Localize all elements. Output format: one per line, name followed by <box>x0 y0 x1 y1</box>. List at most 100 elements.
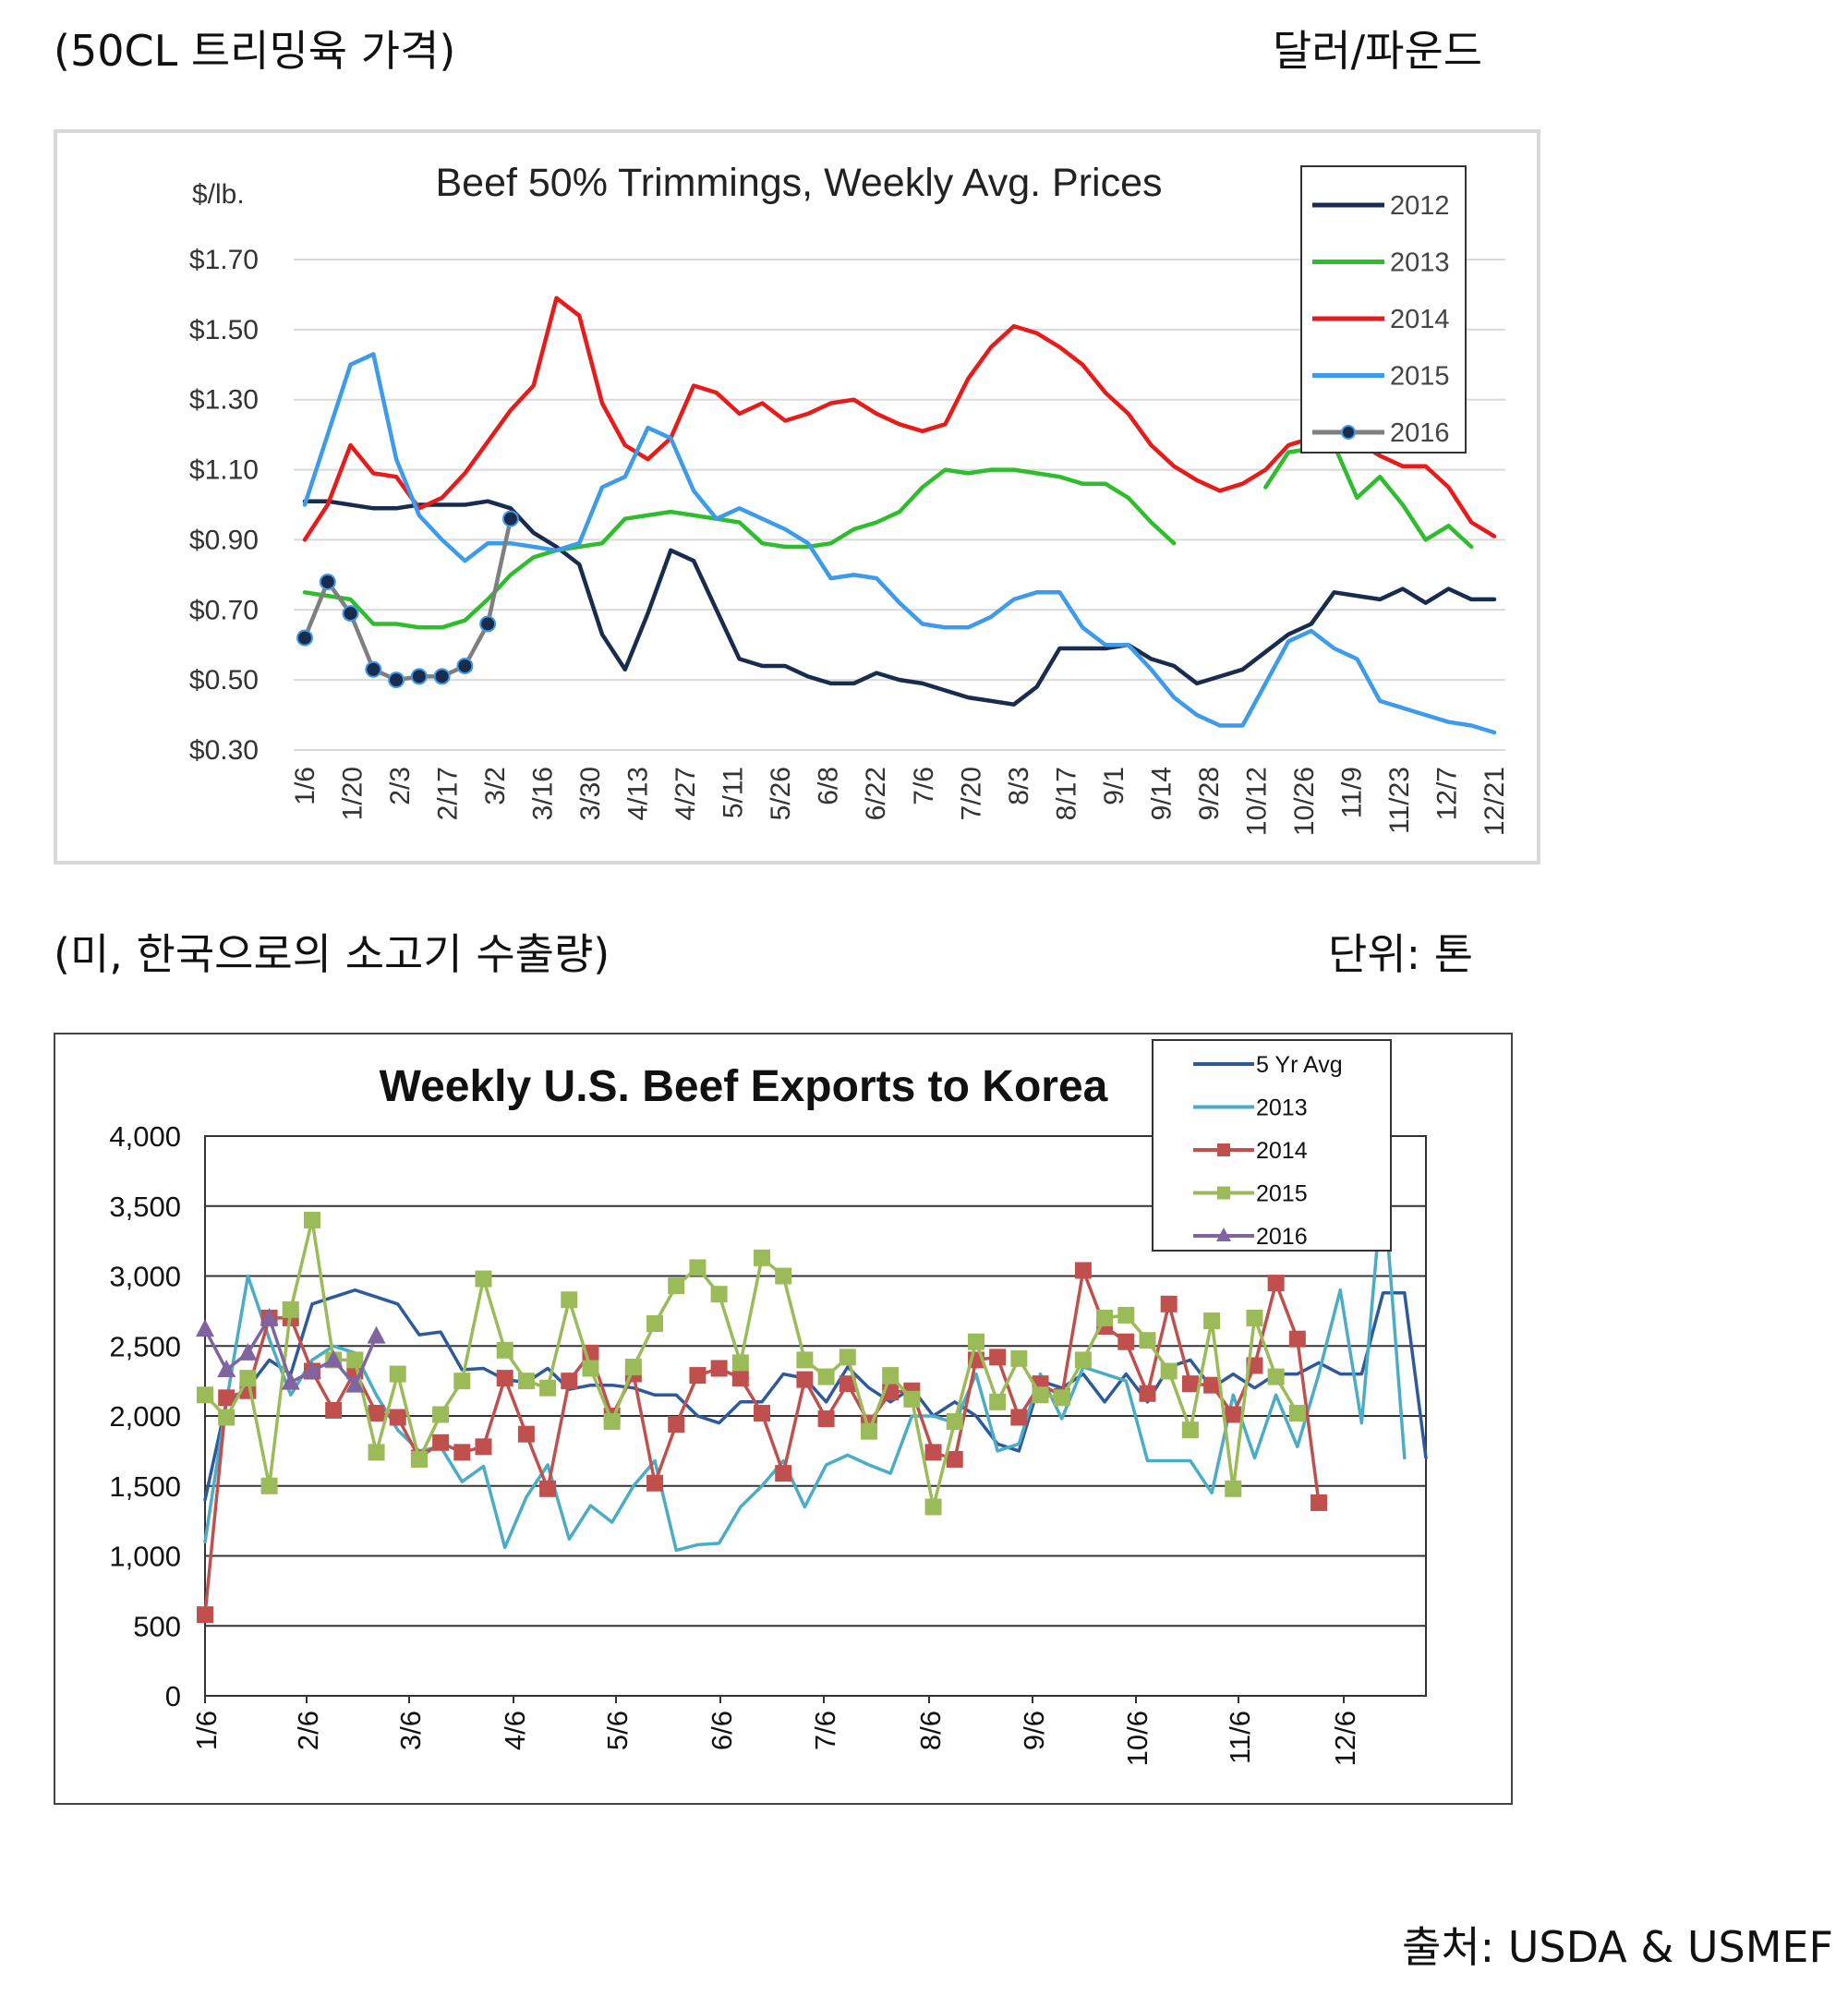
x-tick-label: 8/17 <box>1051 767 1081 820</box>
data-point-2015 <box>389 1365 406 1383</box>
data-point-2016 <box>479 615 497 633</box>
data-point-2015 <box>1181 1421 1199 1439</box>
series-2015 <box>302 352 1497 735</box>
data-point-2015 <box>1010 1349 1028 1367</box>
series-line-2016 <box>302 516 513 683</box>
data-point-2016 <box>501 510 519 527</box>
y-tick-label: 2,000 <box>109 1400 181 1433</box>
data-point-2015 <box>218 1409 236 1426</box>
data-point-2016 <box>433 668 451 685</box>
x-tick-label: 11/9 <box>1336 767 1367 818</box>
x-tick-label: 3/30 <box>575 767 606 820</box>
data-point-2016 <box>388 671 405 689</box>
data-point-2014 <box>218 1389 236 1407</box>
price-line-chart: $0.30 $0.50 $0.70 $0.90 $1.10 $1.30 $1.50 $1.70… <box>189 161 1510 836</box>
data-point-2015 <box>475 1270 492 1288</box>
legend-label-2016: 2016 <box>1390 418 1450 448</box>
data-point-2016 <box>342 605 359 623</box>
series-2014 <box>197 1262 1328 1624</box>
data-point-2015 <box>646 1315 664 1333</box>
data-point-2014 <box>475 1438 492 1456</box>
data-point-2016 <box>196 1319 214 1337</box>
data-point-2015 <box>517 1373 535 1390</box>
x-tick-label: 10/12 <box>1241 767 1272 836</box>
data-point-2014 <box>646 1474 664 1492</box>
data-point-2016 <box>238 1342 258 1361</box>
legend-marker <box>1341 425 1356 440</box>
data-point-2015 <box>453 1373 471 1390</box>
data-point-2014 <box>1311 1494 1328 1511</box>
data-point-2014 <box>710 1360 728 1377</box>
data-point-2014 <box>368 1404 385 1421</box>
series-2013 <box>203 1176 1407 1553</box>
data-point-2015 <box>860 1422 877 1440</box>
data-point-2014 <box>539 1480 557 1497</box>
y-tick-label: 3,000 <box>109 1261 181 1293</box>
data-point-2014 <box>1181 1375 1199 1393</box>
data-point-2015 <box>989 1393 1007 1410</box>
data-point-2015 <box>1225 1480 1242 1497</box>
legend-label-2014: 2014 <box>1390 305 1450 334</box>
export-line-chart: 0 500 1,000 1,500 2,000 2,500 3,000 3,500 4,000 1… <box>109 1039 1428 1766</box>
data-point-2015 <box>817 1368 835 1385</box>
x-tick-label: 9/28 <box>1194 767 1225 820</box>
x-tick-label: 10/26 <box>1289 767 1320 836</box>
data-point-2015 <box>260 1477 278 1494</box>
legend-label-2012: 2012 <box>1390 191 1450 221</box>
data-point-2015 <box>903 1390 921 1408</box>
data-point-2016 <box>367 1325 386 1344</box>
data-point-2015 <box>1160 1362 1178 1380</box>
data-point-2014 <box>668 1416 685 1433</box>
x-tick-label: 12/21 <box>1480 767 1510 836</box>
x-tick-label: 5/26 <box>766 767 796 820</box>
caption-source: 출처: USDA & USMEF <box>1402 1922 1833 1972</box>
data-point-2014 <box>1288 1330 1306 1348</box>
legend-box <box>1300 165 1467 454</box>
data-point-2014 <box>561 1373 578 1390</box>
data-point-2014 <box>1160 1295 1178 1313</box>
data-point-2014 <box>775 1465 792 1482</box>
data-point-2014 <box>1203 1376 1221 1394</box>
x-tick-label: 8/6 <box>914 1711 947 1750</box>
data-point-2014 <box>839 1375 856 1393</box>
series-line-2013 <box>1263 442 1474 550</box>
data-point-2015 <box>346 1351 364 1369</box>
y-tick-label: $0.90 <box>189 525 259 555</box>
data-point-2014 <box>1074 1262 1092 1279</box>
data-point-2015 <box>1096 1309 1114 1326</box>
data-point-2014 <box>946 1450 963 1468</box>
x-tick-label: 5/6 <box>601 1711 634 1750</box>
series-2016 <box>196 1307 386 1393</box>
legend-marker <box>1217 1143 1230 1156</box>
data-point-2014 <box>817 1410 835 1428</box>
data-point-2015 <box>754 1249 771 1266</box>
data-point-2015 <box>924 1498 942 1516</box>
data-point-2015 <box>561 1291 578 1309</box>
data-point-2016 <box>345 1374 365 1393</box>
x-tick-label: 2/3 <box>385 767 416 805</box>
x-tick-label: 4/27 <box>670 767 701 820</box>
caption-price-chart-title: (50CL 트리밍육 가격) <box>54 26 456 76</box>
y-tick-label: $1.70 <box>189 245 259 275</box>
data-point-2014 <box>325 1401 343 1419</box>
x-tick-label: 6/6 <box>706 1711 738 1750</box>
data-point-2015 <box>239 1370 257 1387</box>
y-tick-label: 1,000 <box>109 1541 181 1573</box>
series-line-2014 <box>302 296 1497 542</box>
data-point-2015 <box>668 1277 685 1295</box>
x-tick-label: 2/17 <box>433 767 464 820</box>
data-point-2015 <box>368 1444 385 1461</box>
y-axis-label: $/lb. <box>192 179 245 210</box>
data-point-2015 <box>775 1267 792 1285</box>
x-tick-label: 7/20 <box>956 767 986 820</box>
series-line-5-yr-avg <box>203 1288 1428 1502</box>
data-point-2015 <box>1246 1309 1263 1326</box>
x-tick-label: 12/7 <box>1431 767 1462 820</box>
plot-frame <box>204 1135 1427 1697</box>
data-point-2016 <box>260 1307 279 1325</box>
export-chart-panel: 0 500 1,000 1,500 2,000 2,500 3,000 3,500 4,000 1… <box>54 1033 1513 1805</box>
legend-box <box>1152 1039 1392 1252</box>
x-tick-label: 6/8 <box>814 767 844 805</box>
data-point-2015 <box>1074 1351 1092 1369</box>
data-point-2014 <box>989 1349 1007 1366</box>
